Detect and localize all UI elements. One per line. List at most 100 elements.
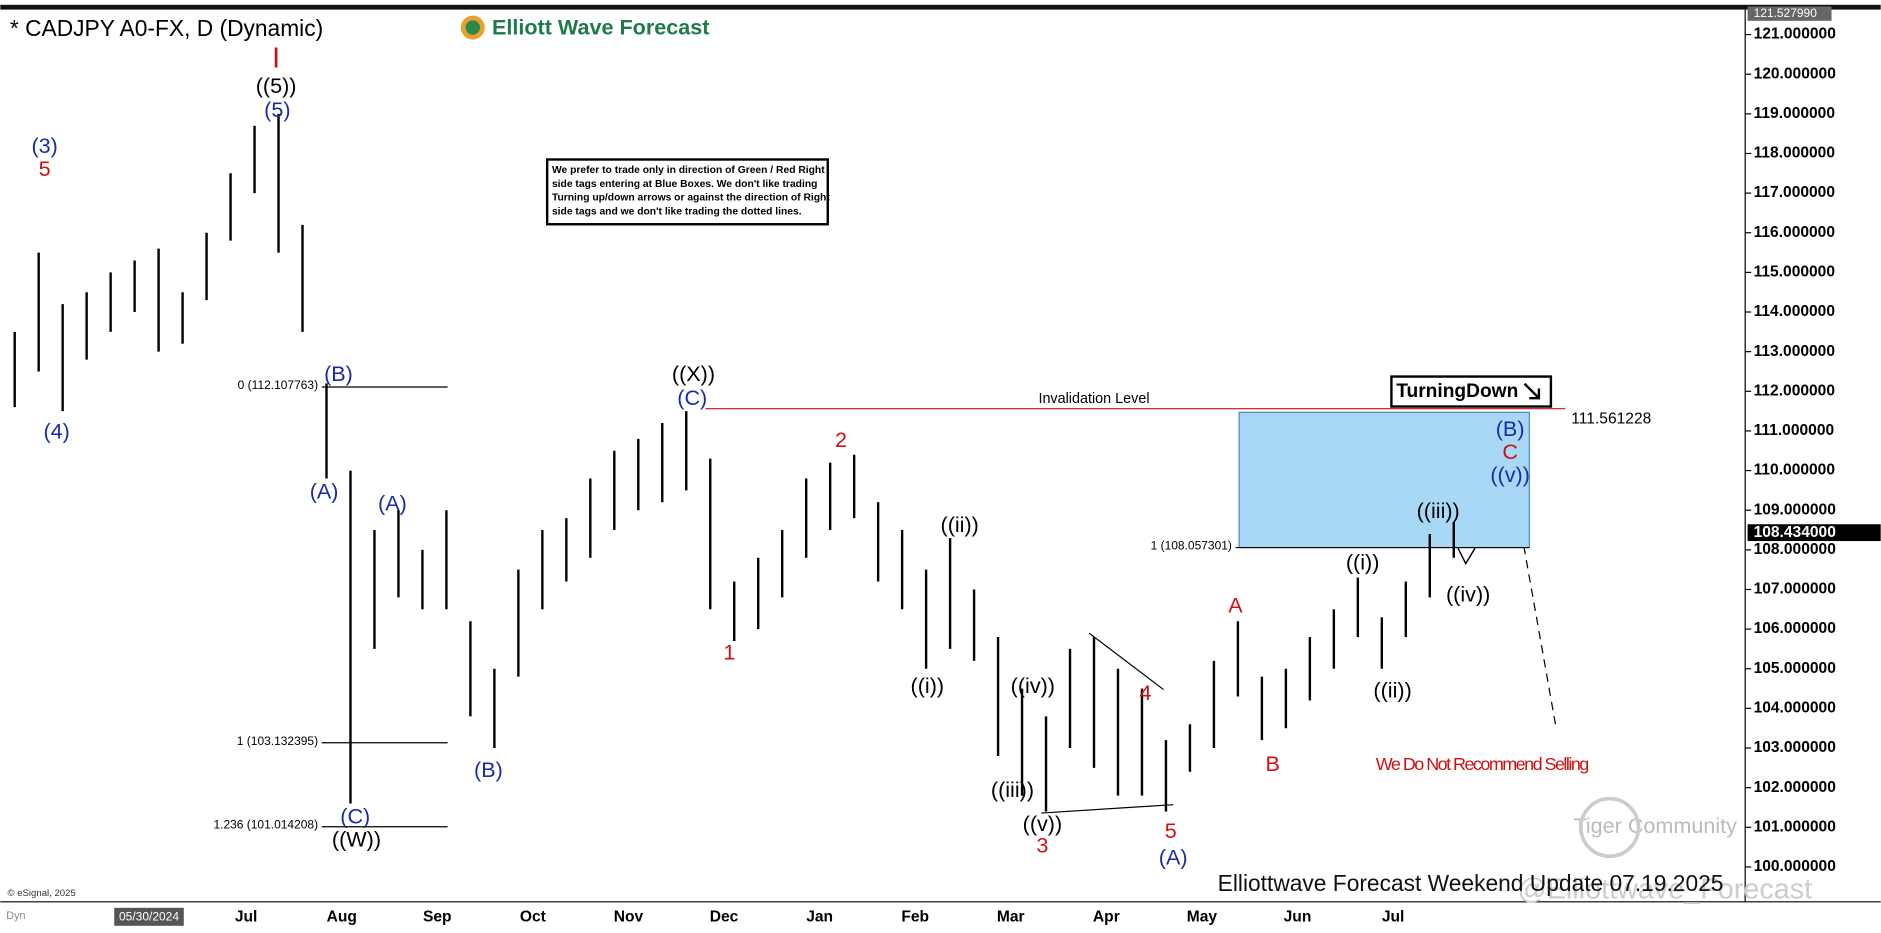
footer-text: Elliottwave Forecast Weekend Update 07.1… <box>1218 870 1724 896</box>
x-tick-label: Apr <box>1093 909 1120 926</box>
wave-label: ((v)) <box>1023 811 1063 836</box>
wave-label: ((i)) <box>911 673 945 698</box>
x-tick-label: Jun <box>1284 909 1312 926</box>
invalidation-value: 111.561228 <box>1571 411 1651 428</box>
x-tick-label: Mar <box>997 909 1025 926</box>
wave-label: (B) <box>474 757 503 782</box>
start-date-box <box>114 907 184 926</box>
x-tick-label: Jul <box>235 909 258 926</box>
wave-label: I <box>272 43 280 75</box>
y-tick-label: 107.000000 <box>1754 581 1837 598</box>
notice-line: side tags entering at Blue Boxes. We don… <box>552 179 817 190</box>
wave-label: (4) <box>43 419 69 444</box>
triangle-line <box>1088 632 1164 691</box>
wave-label: ((iv)) <box>1011 673 1055 698</box>
wave-label: ((X)) <box>672 361 715 386</box>
watermark: Tiger Community <box>1573 813 1737 838</box>
y-tick-label: 109.000000 <box>1754 501 1837 518</box>
y-tick-label: 116.000000 <box>1754 224 1836 241</box>
wave-label: B <box>1265 751 1279 776</box>
wave-label: ((ii)) <box>941 512 979 537</box>
y-tick-label: 119.000000 <box>1754 105 1836 122</box>
wave-label: C <box>1502 439 1518 464</box>
wave-label: (B) <box>324 361 353 386</box>
x-tick-label: Dec <box>710 909 739 926</box>
turning-down-box <box>1390 375 1553 408</box>
y-tick-label: 105.000000 <box>1754 660 1837 677</box>
fib-label: 1 (103.132395) <box>237 734 318 748</box>
turning-down-arrow <box>1523 382 1541 400</box>
x-tick-label: Feb <box>901 909 929 926</box>
top-price-box <box>1747 6 1832 21</box>
wave-label: 4 <box>1140 680 1152 705</box>
x-tick-label: Aug <box>327 909 357 926</box>
wave-label: ((iii)) <box>1417 498 1460 523</box>
last-price-label: 108.434000 <box>1754 524 1837 541</box>
top-price-label: 121.527990 <box>1754 6 1818 20</box>
y-tick-label: 103.000000 <box>1754 739 1837 756</box>
projection-dashed <box>1513 489 1557 726</box>
wave-label: 2 <box>835 427 847 452</box>
fib-label: 0 (112.107763) <box>238 378 318 392</box>
wave-label: ((i)) <box>1346 549 1380 574</box>
watermark-icon <box>1579 796 1641 859</box>
fib-label: 1 (108.057301) <box>1151 539 1232 553</box>
y-tick-label: 114.000000 <box>1754 303 1836 320</box>
wave-label: ((v)) <box>1490 462 1530 487</box>
x-tick-label: May <box>1187 909 1218 926</box>
wave-label: 5 <box>1165 818 1177 843</box>
wave-label: (C) <box>340 804 370 829</box>
wave-label: ((iii)) <box>991 777 1034 802</box>
wave-label: (5) <box>264 97 290 122</box>
wave-label: (C) <box>677 385 707 410</box>
wave-label: (3) <box>31 133 57 158</box>
y-tick-label: 118.000000 <box>1754 145 1836 162</box>
y-tick-label: 104.000000 <box>1754 700 1837 717</box>
top-border <box>0 4 1881 10</box>
y-tick-label: 100.000000 <box>1754 858 1837 875</box>
x-tick-label: Oct <box>520 909 546 926</box>
y-tick-label: 112.000000 <box>1754 382 1836 399</box>
turning-down-text: TurningDown <box>1396 381 1518 402</box>
chart-title: * CADJPY A0-FX, D (Dynamic) <box>10 15 323 41</box>
y-tick-label: 101.000000 <box>1754 818 1837 835</box>
x-tick-label: Jul <box>1382 909 1405 926</box>
y-tick-label: 120.000000 <box>1754 65 1837 82</box>
logo-icon-inner <box>465 20 480 35</box>
wave-label: (A) <box>378 491 407 516</box>
y-tick-label: 113.000000 <box>1754 343 1836 360</box>
wave-label: 1 <box>723 639 735 664</box>
notice-box <box>545 158 829 226</box>
x-tick-label: Jan <box>806 909 833 926</box>
fib-label: 1.236 (101.014208) <box>213 818 318 832</box>
y-tick-label: 117.000000 <box>1754 184 1836 201</box>
y-tick-label: 110.000000 <box>1754 462 1836 479</box>
wave-label: (A) <box>310 479 339 504</box>
triangle-line <box>1041 804 1174 814</box>
dyn-label: Dyn <box>6 910 25 922</box>
start-date: 05/30/2024 <box>119 910 179 924</box>
wave-label: 5 <box>39 156 51 181</box>
y-tick-label: 106.000000 <box>1754 620 1837 637</box>
invalidation-text: Invalidation Level <box>1038 391 1149 407</box>
blue-box <box>1238 411 1530 549</box>
y-tick-label: 121.000000 <box>1754 26 1837 43</box>
wave-label: ((iv)) <box>1446 582 1490 607</box>
notice-line: side tags and we don't like trading the … <box>552 206 802 217</box>
notice-line: Turning up/down arrows or against the di… <box>552 193 830 204</box>
y-tick-label: 102.000000 <box>1754 779 1837 796</box>
no-sell-text: We Do Not Recommend Selling <box>1376 754 1589 774</box>
wave-label: (A) <box>1159 844 1188 869</box>
wave-label: 3 <box>1036 832 1048 857</box>
copyright: © eSignal, 2025 <box>8 888 76 899</box>
y-tick-label: 111.000000 <box>1754 422 1835 439</box>
wave-label: (B) <box>1496 416 1525 441</box>
wave-label: ((W)) <box>332 826 381 851</box>
wave-label: ((ii)) <box>1373 678 1411 703</box>
watermark-handle: @Elliottwave_Forecast <box>1518 874 1813 906</box>
y-tick-label: 115.000000 <box>1754 263 1836 280</box>
logo-text: Elliott Wave Forecast <box>492 14 709 39</box>
wave-label: ((5)) <box>256 73 297 98</box>
